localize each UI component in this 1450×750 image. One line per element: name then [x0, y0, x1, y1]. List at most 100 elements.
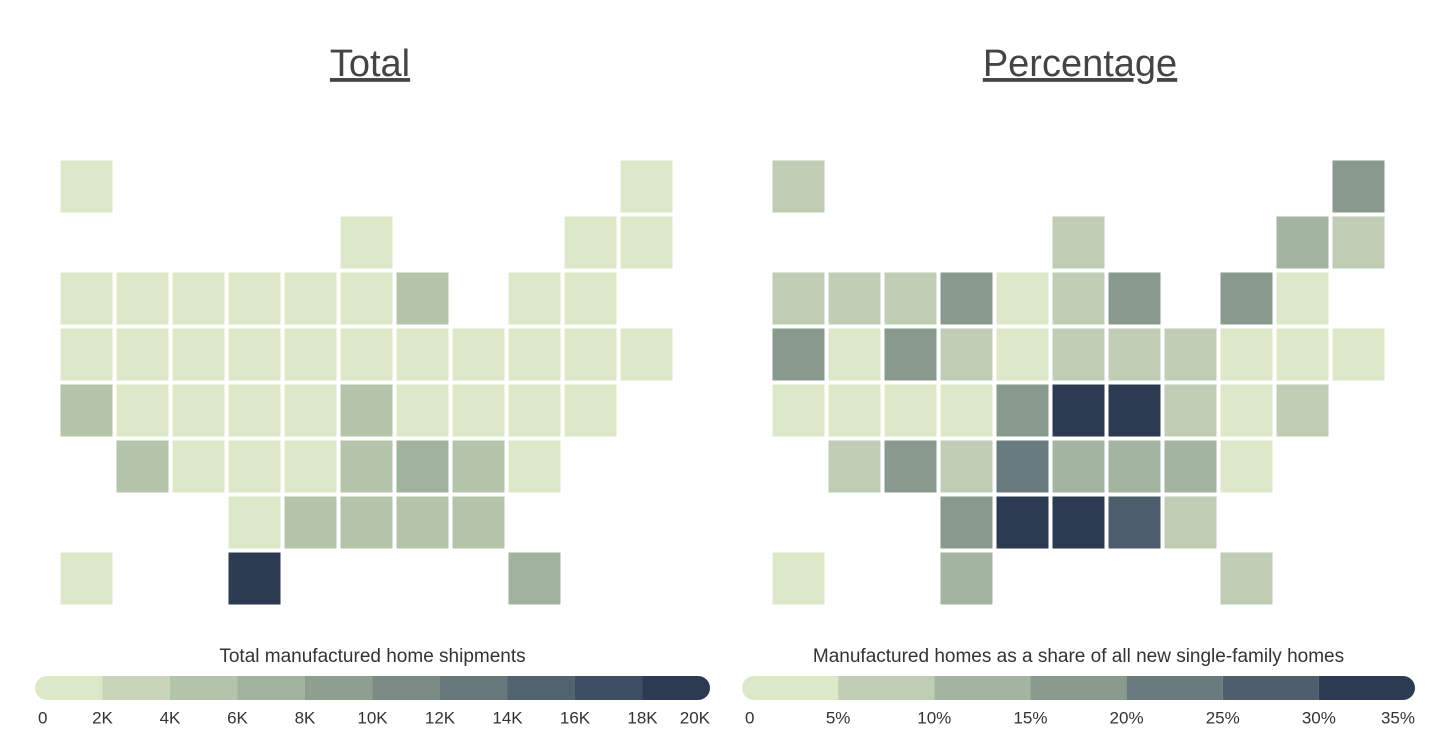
state — [827, 327, 882, 382]
state — [883, 271, 938, 326]
state — [283, 439, 338, 494]
state — [563, 383, 618, 438]
state — [1107, 271, 1162, 326]
state — [451, 495, 506, 550]
state — [1163, 327, 1218, 382]
state — [827, 383, 882, 438]
state — [1219, 439, 1274, 494]
legend-title: Manufactured homes as a share of all new… — [813, 646, 1344, 667]
state — [59, 159, 114, 214]
state — [1107, 439, 1162, 494]
legend-tick-label: 5% — [826, 708, 851, 727]
state — [619, 327, 674, 382]
state — [995, 271, 1050, 326]
state — [883, 439, 938, 494]
legend-tick-label: 35% — [1381, 708, 1415, 727]
state — [451, 327, 506, 382]
state — [939, 327, 994, 382]
state — [507, 327, 562, 382]
legend-tick-label: 8K — [295, 708, 316, 727]
state — [1219, 383, 1274, 438]
legend-swatch — [35, 676, 103, 700]
state — [283, 495, 338, 550]
state — [1051, 495, 1106, 550]
state — [1219, 551, 1274, 606]
state — [283, 327, 338, 382]
state — [827, 439, 882, 494]
state — [339, 327, 394, 382]
state — [1107, 495, 1162, 550]
state — [1219, 327, 1274, 382]
legend-tick-label: 0 — [38, 708, 47, 727]
legend-swatch — [642, 676, 710, 700]
state — [1275, 271, 1330, 326]
state — [283, 383, 338, 438]
state — [827, 271, 882, 326]
state — [59, 383, 114, 438]
state — [339, 495, 394, 550]
state — [1275, 215, 1330, 270]
state — [227, 439, 282, 494]
state — [59, 327, 114, 382]
state — [507, 551, 562, 606]
legend-tick-label: 20% — [1110, 708, 1144, 727]
legend-swatch — [1030, 676, 1127, 700]
state — [339, 271, 394, 326]
state — [171, 439, 226, 494]
state — [395, 327, 450, 382]
state — [115, 383, 170, 438]
state — [1051, 271, 1106, 326]
legend-tick-label: 25% — [1206, 708, 1240, 727]
legend-swatch — [838, 676, 935, 700]
state — [507, 439, 562, 494]
legend-tick-label: 10% — [917, 708, 951, 727]
state — [395, 495, 450, 550]
state — [1107, 383, 1162, 438]
state — [227, 271, 282, 326]
legend-tick-label: 30% — [1302, 708, 1336, 727]
state — [395, 271, 450, 326]
state — [619, 215, 674, 270]
state — [395, 383, 450, 438]
state — [171, 271, 226, 326]
state — [939, 439, 994, 494]
state — [1107, 327, 1162, 382]
legend-tick-label: 18K — [627, 708, 658, 727]
state — [995, 495, 1050, 550]
legend-swatch — [742, 676, 839, 700]
state — [771, 271, 826, 326]
state — [1275, 327, 1330, 382]
legend-swatch — [1222, 676, 1319, 700]
state — [1331, 159, 1386, 214]
state — [995, 327, 1050, 382]
state — [1331, 327, 1386, 382]
map-title: Total — [330, 43, 410, 85]
state — [1051, 327, 1106, 382]
legend-tick-label: 15% — [1013, 708, 1047, 727]
map-title: Percentage — [983, 43, 1177, 85]
legend-swatch — [575, 676, 643, 700]
state — [59, 271, 114, 326]
state — [771, 551, 826, 606]
state — [771, 383, 826, 438]
state — [115, 327, 170, 382]
state — [883, 383, 938, 438]
legend-swatch — [1318, 676, 1415, 700]
state — [59, 551, 114, 606]
state — [563, 215, 618, 270]
legend-tick-label: 2K — [92, 708, 113, 727]
legend-swatch — [507, 676, 575, 700]
state — [171, 327, 226, 382]
legend-swatch — [102, 676, 170, 700]
state — [1051, 215, 1106, 270]
state — [395, 439, 450, 494]
state — [451, 439, 506, 494]
legend-swatch — [934, 676, 1031, 700]
state — [1163, 383, 1218, 438]
legend-tick-label: 20K — [680, 708, 711, 727]
state — [339, 439, 394, 494]
state — [619, 159, 674, 214]
legend-tick-label: 12K — [425, 708, 456, 727]
state — [563, 271, 618, 326]
